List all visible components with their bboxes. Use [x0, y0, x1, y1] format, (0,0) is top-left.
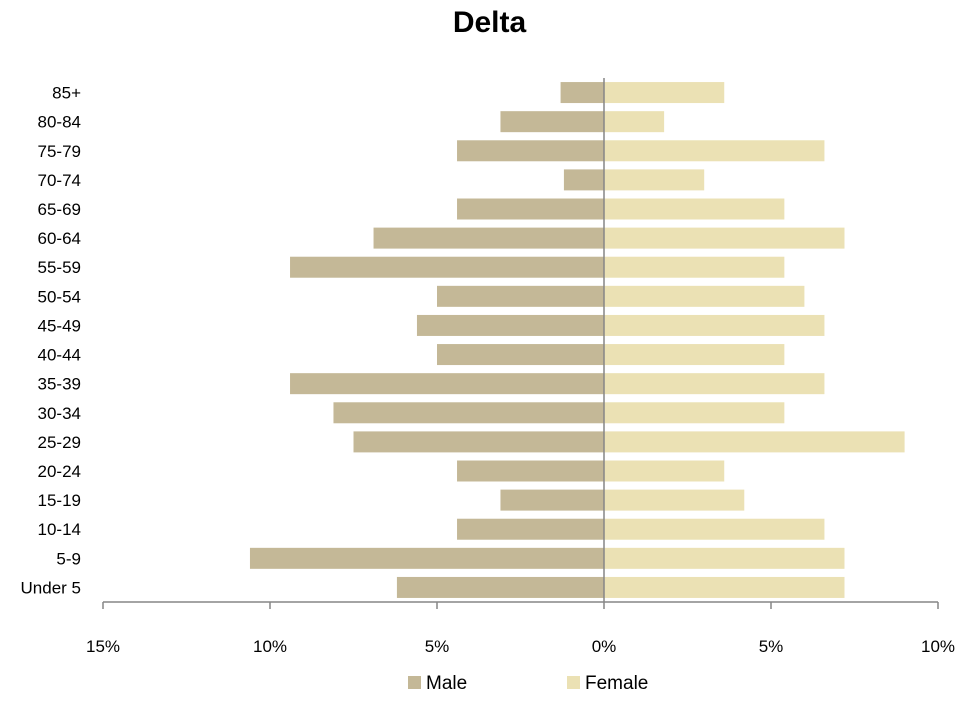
- bar-female: [604, 373, 825, 395]
- bar-male: [500, 111, 604, 133]
- bar-female: [604, 256, 785, 278]
- bar-male: [500, 489, 604, 511]
- legend-label: Female: [585, 673, 648, 694]
- bar-female: [604, 547, 845, 569]
- y-tick-label: 60-64: [38, 229, 81, 248]
- x-tick-label: 5%: [425, 637, 450, 656]
- bar-female: [604, 285, 805, 307]
- x-axis: 15% 10% 5% 0% 5% 10%: [86, 78, 955, 656]
- y-tick-label: 65-69: [38, 200, 81, 219]
- bar-female: [604, 431, 905, 453]
- y-tick-label: 75-79: [38, 142, 81, 161]
- bars-group: [249, 82, 905, 598]
- x-tick-label: 5%: [759, 637, 784, 656]
- legend-label: Male: [426, 673, 467, 694]
- y-tick-label: 30-34: [38, 404, 81, 423]
- bar-female: [604, 344, 785, 366]
- x-tick-label: 10%: [253, 637, 287, 656]
- y-tick-label: 85+: [52, 84, 81, 103]
- y-tick-label: Under 5: [21, 578, 81, 597]
- y-tick-label: 25-29: [38, 433, 81, 452]
- y-tick-labels: 85+ 80-84 75-79 70-74 65-69 60-64 55-59 50-54 45…: [21, 84, 82, 598]
- x-tick-label: 10%: [921, 637, 955, 656]
- legend-swatch: [408, 676, 421, 689]
- y-tick-label: 40-44: [38, 346, 81, 365]
- chart-title: Delta: [452, 6, 527, 39]
- bar-female: [604, 489, 745, 511]
- legend: Male Female: [408, 673, 648, 694]
- y-tick-label: 10-14: [38, 520, 81, 539]
- bar-female: [604, 82, 725, 104]
- y-tick-label: 35-39: [38, 375, 81, 394]
- y-tick-label: 15-19: [38, 491, 81, 510]
- y-tick-label: 80-84: [38, 113, 81, 132]
- bar-female: [604, 460, 725, 482]
- bar-male: [457, 198, 604, 220]
- bar-female: [604, 169, 705, 191]
- bar-male: [373, 227, 604, 249]
- y-tick-label: 55-59: [38, 258, 81, 277]
- bar-male: [290, 256, 604, 278]
- bar-male: [396, 576, 604, 598]
- bar-male: [290, 373, 604, 395]
- bar-male: [249, 547, 604, 569]
- bar-female: [604, 227, 845, 249]
- y-tick-label: 20-24: [38, 462, 81, 481]
- y-tick-label: 5-9: [56, 549, 81, 568]
- y-tick-label: 50-54: [38, 287, 81, 306]
- bar-male: [563, 169, 604, 191]
- x-tick-label: 15%: [86, 637, 120, 656]
- bar-male: [437, 285, 604, 307]
- bar-male: [416, 314, 604, 336]
- bar-male: [437, 344, 604, 366]
- bar-male: [560, 82, 604, 104]
- bar-male: [457, 460, 604, 482]
- bar-female: [604, 518, 825, 540]
- bar-male: [333, 402, 604, 424]
- bar-female: [604, 576, 845, 598]
- bar-female: [604, 198, 785, 220]
- bar-male: [457, 140, 604, 162]
- bar-female: [604, 402, 785, 424]
- legend-swatch: [567, 676, 580, 689]
- bar-female: [604, 314, 825, 336]
- bar-female: [604, 140, 825, 162]
- y-tick-label: 70-74: [38, 171, 81, 190]
- bar-male: [353, 431, 604, 453]
- bar-male: [457, 518, 604, 540]
- x-tick-label: 0%: [592, 637, 617, 656]
- y-tick-label: 45-49: [38, 316, 81, 335]
- bar-female: [604, 111, 665, 133]
